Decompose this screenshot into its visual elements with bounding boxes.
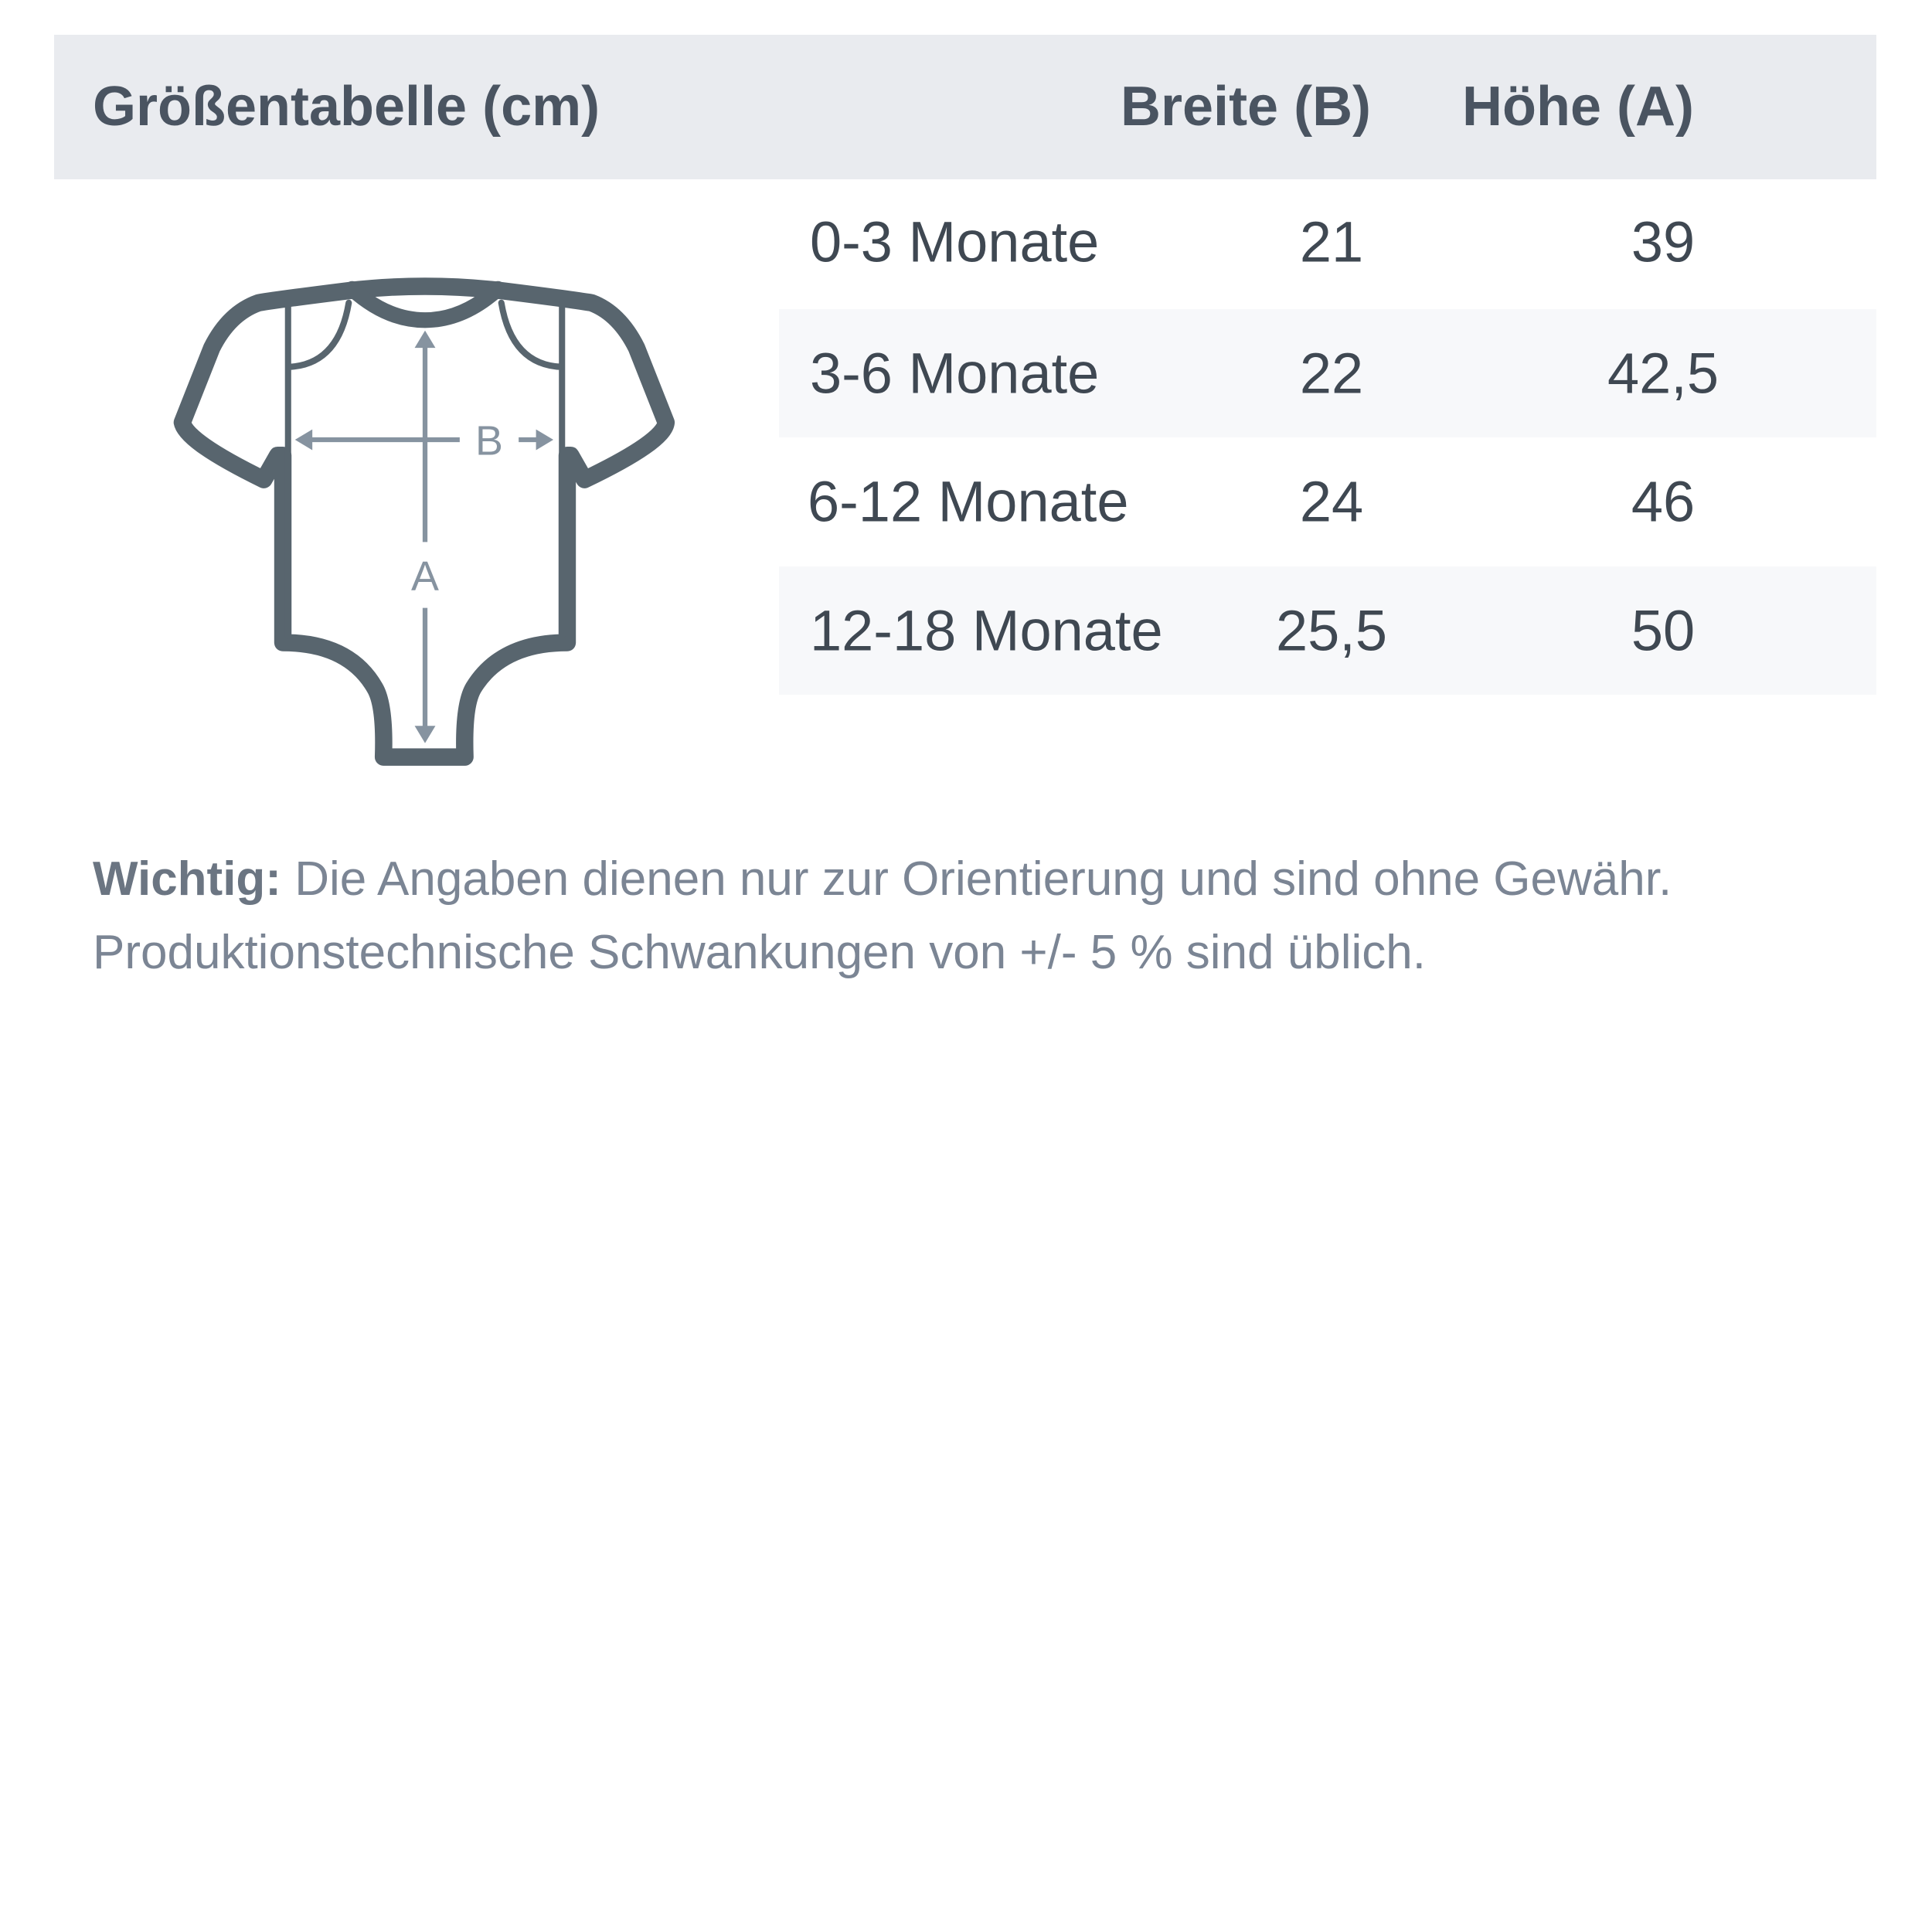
note-line-2: Produktionstechnische Schwankungen von +… xyxy=(93,926,1426,979)
height-cell: 46 xyxy=(1631,469,1696,534)
table-row: 12-18 Monate 25,5 50 xyxy=(779,566,1876,695)
onesie-diagram-icon: B A xyxy=(173,277,675,766)
column-header-width: Breite (B) xyxy=(1121,76,1372,138)
size-cell: 3-6 Monate xyxy=(810,341,1100,406)
size-cell: 6-12 Monate xyxy=(808,469,1129,534)
table-title: Größentabelle (cm) xyxy=(93,76,600,138)
height-cell: 39 xyxy=(1631,209,1696,274)
table-row: 3-6 Monate 22 42,5 xyxy=(779,309,1876,437)
width-cell: 24 xyxy=(1299,469,1364,534)
note-label: Wichtig: xyxy=(93,852,281,906)
height-cell: 50 xyxy=(1631,598,1696,663)
width-cell: 21 xyxy=(1299,209,1364,274)
width-cell: 25,5 xyxy=(1275,598,1388,663)
label-b: B xyxy=(475,417,503,464)
size-cell: 0-3 Monate xyxy=(810,209,1100,274)
label-a: A xyxy=(411,553,439,600)
table-header: Größentabelle (cm) Breite (B) Höhe (A) xyxy=(54,35,1876,179)
disclaimer-note: Wichtig: Die Angaben dienen nur zur Orie… xyxy=(93,842,1870,989)
column-header-height: Höhe (A) xyxy=(1462,76,1694,138)
table-row: 6-12 Monate 24 46 xyxy=(779,437,1876,566)
table-row: 0-3 Monate 21 39 xyxy=(779,178,1876,306)
height-cell: 42,5 xyxy=(1607,341,1719,406)
width-cell: 22 xyxy=(1299,341,1364,406)
size-cell: 12-18 Monate xyxy=(810,598,1163,663)
note-line-1: Die Angaben dienen nur zur Orientierung … xyxy=(294,852,1672,906)
